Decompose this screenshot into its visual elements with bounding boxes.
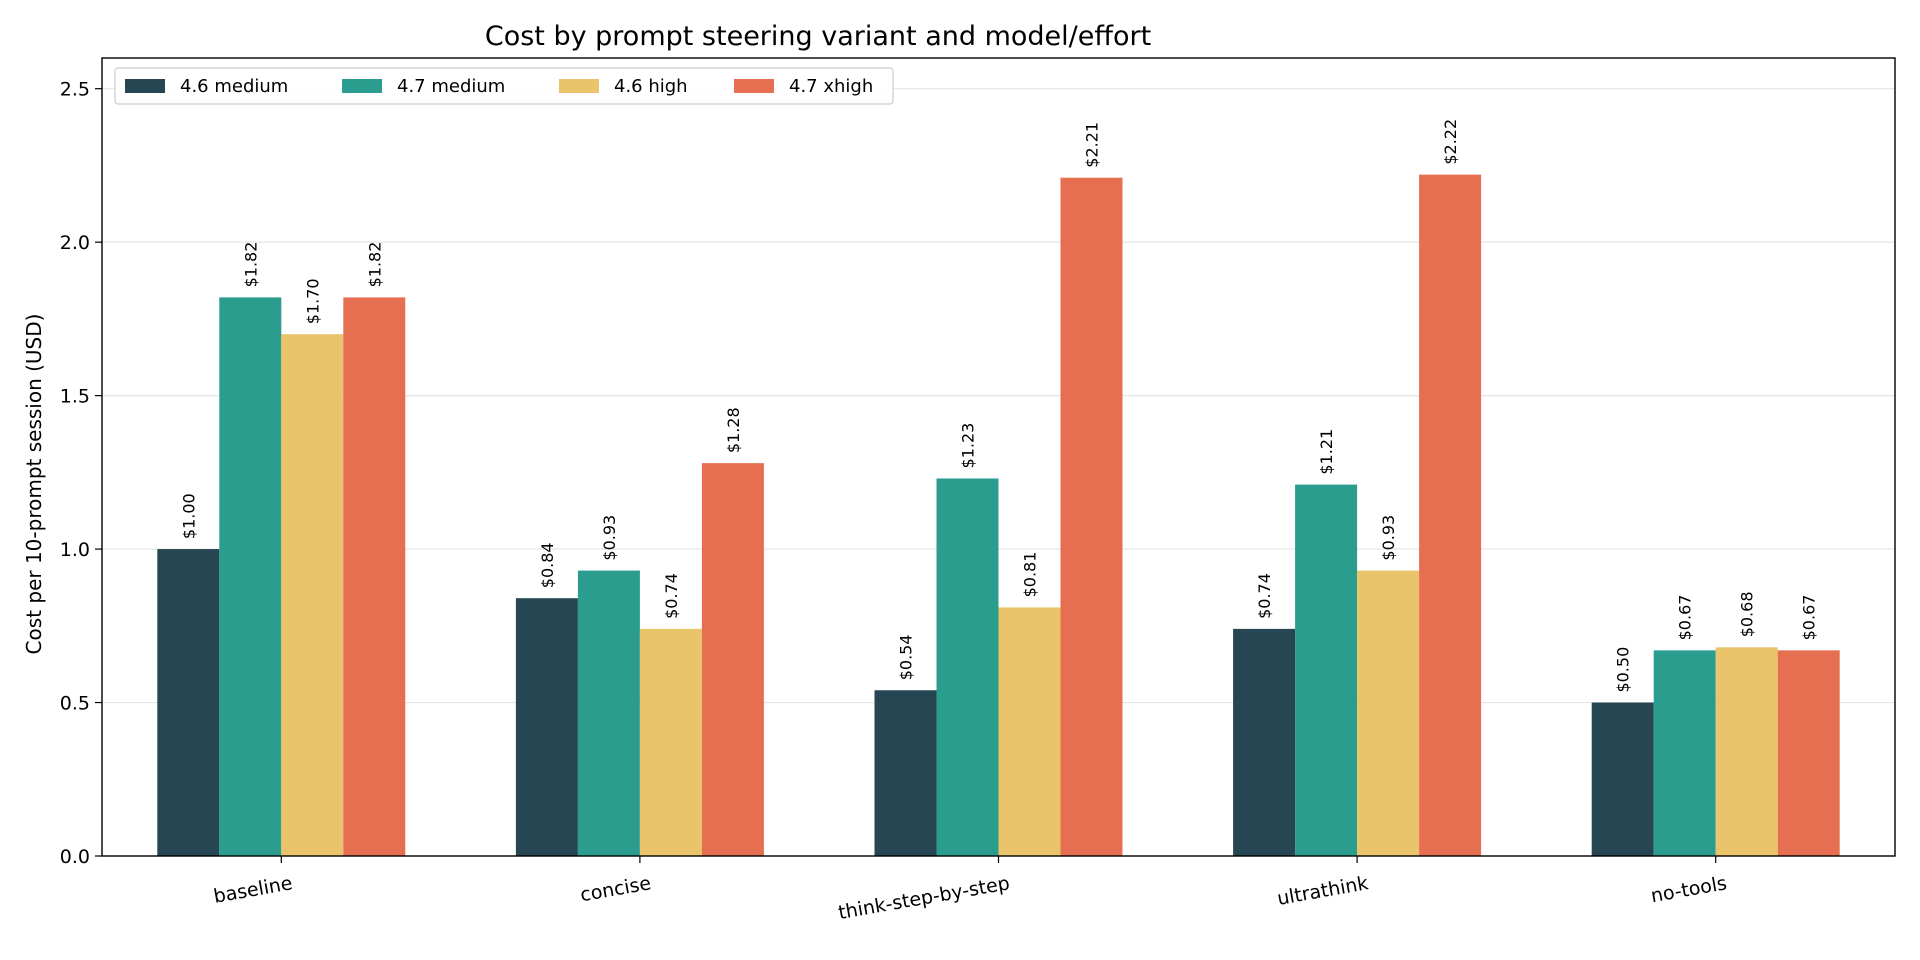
legend-label: 4.6 medium: [180, 76, 288, 97]
bar-value-label: $0.93: [1379, 515, 1398, 561]
bar: [998, 607, 1061, 856]
legend-box: [114, 67, 894, 105]
bar-value-label: $1.82: [365, 242, 384, 288]
y-tick-label: 1.5: [60, 386, 90, 408]
legend-label: 4.7 xhigh: [789, 76, 873, 97]
bar-value-label: $0.81: [1021, 552, 1040, 598]
bar-value-label: $0.68: [1738, 591, 1757, 637]
bar: [515, 598, 578, 856]
legend-swatch: [559, 79, 599, 93]
legend-swatch: [734, 79, 774, 93]
bar-value-label: $0.67: [1800, 595, 1819, 641]
bar: [874, 690, 937, 856]
bar: [1419, 174, 1482, 857]
bar-value-label: $2.21: [1083, 122, 1102, 168]
bar: [1653, 650, 1716, 856]
bar: [1591, 702, 1654, 856]
y-tick-label: 2.5: [60, 79, 90, 101]
bar-value-label: $1.21: [1317, 429, 1336, 475]
bar: [219, 297, 282, 856]
bar: [1233, 628, 1296, 856]
plot-frame: [101, 57, 1896, 857]
bar: [936, 478, 999, 856]
bar-value-label: $1.82: [241, 242, 260, 288]
bar-value-label: $2.22: [1441, 119, 1460, 165]
legend-label: 4.6 high: [614, 76, 688, 97]
y-tick-label: 1.0: [60, 539, 90, 561]
bar-value-label: $1.00: [179, 493, 198, 539]
bar-value-label: $0.50: [1614, 647, 1633, 693]
bar-value-label: $0.54: [897, 634, 916, 680]
y-tick-label: 2.0: [60, 232, 90, 254]
bar: [1295, 484, 1358, 856]
bar: [157, 549, 220, 856]
bar: [639, 628, 702, 856]
bar: [1777, 650, 1840, 856]
bar-value-label: $1.28: [724, 407, 743, 453]
y-axis-label: Cost per 10-prompt session (USD): [22, 314, 46, 655]
bar: [577, 570, 640, 856]
bar-value-label: $0.74: [1255, 573, 1274, 619]
bar-value-label: $1.23: [959, 423, 978, 469]
y-tick-label: 0.5: [60, 693, 90, 715]
bar: [1060, 177, 1123, 856]
bar: [1715, 647, 1778, 856]
bar-value-label: $0.74: [662, 573, 681, 619]
bar-value-label: $0.84: [538, 542, 557, 588]
legend-label: 4.7 medium: [397, 76, 505, 97]
bar: [281, 334, 344, 856]
bar: [701, 463, 764, 856]
bar: [343, 297, 406, 856]
bar: [1357, 570, 1420, 856]
bar-value-label: $0.93: [600, 515, 619, 561]
bar-value-label: $0.67: [1676, 595, 1695, 641]
bar-value-label: $1.70: [303, 278, 322, 324]
legend-swatch: [125, 79, 165, 93]
legend-swatch: [342, 79, 382, 93]
chart-title: Cost by prompt steering variant and mode…: [485, 21, 1151, 52]
y-tick-label: 0.0: [60, 846, 90, 868]
